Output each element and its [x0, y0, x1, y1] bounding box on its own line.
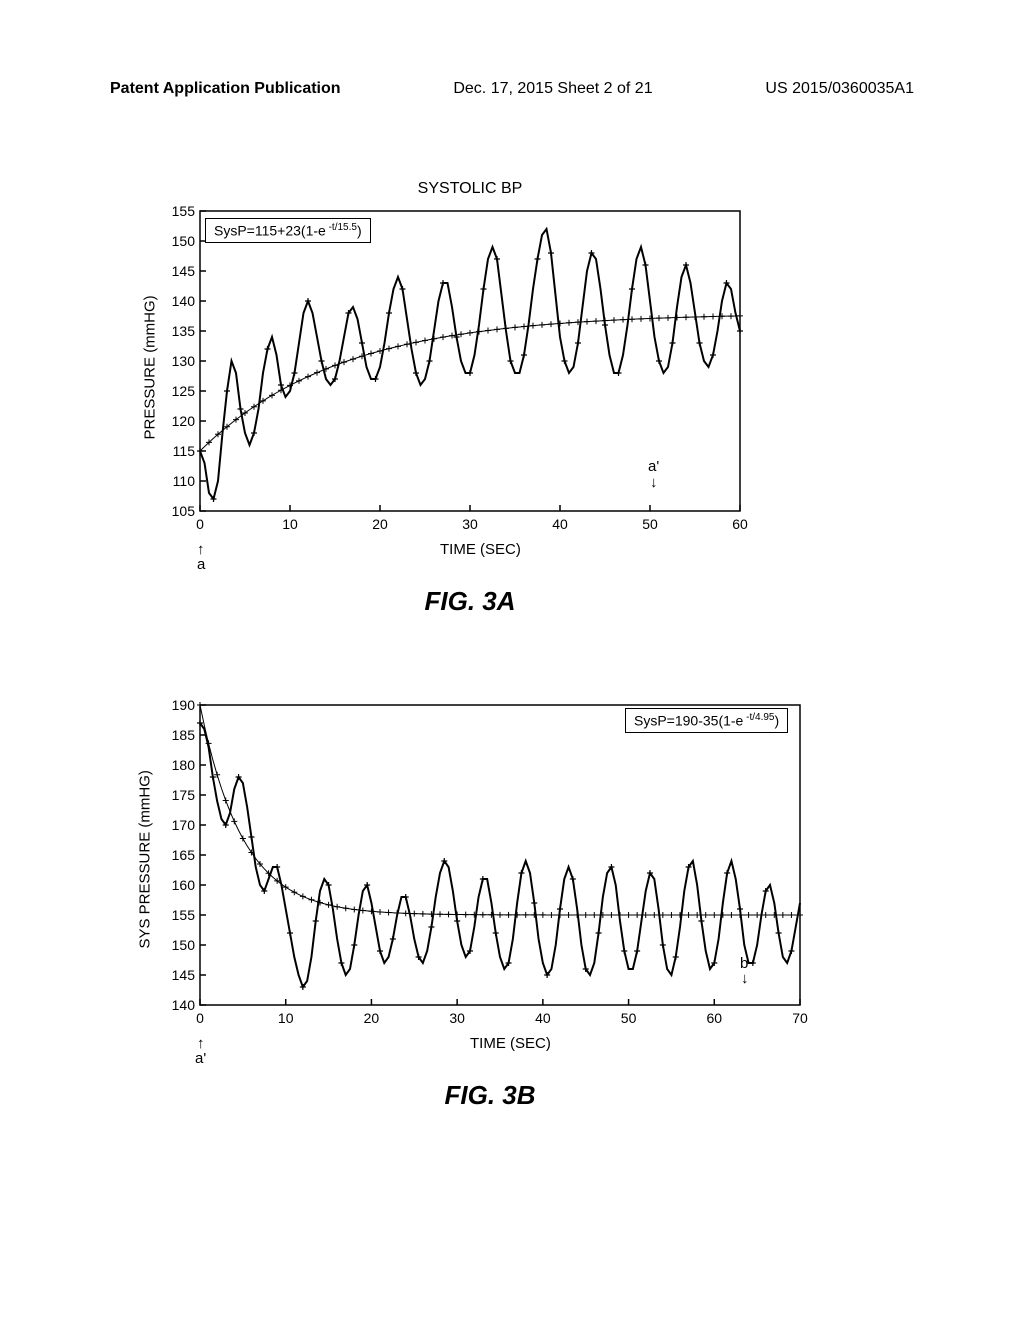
svg-text:130: 130: [172, 353, 196, 369]
svg-text:135: 135: [172, 323, 196, 339]
annotation-a-prime-arrow: ↓: [650, 474, 658, 491]
svg-text:170: 170: [172, 817, 196, 833]
svg-text:160: 160: [172, 877, 196, 893]
svg-text:70: 70: [792, 1010, 808, 1026]
svg-text:155: 155: [172, 206, 196, 219]
chart-b-svg: 140 145 150 155 160 165 170 175 180 185 190 0 10 20 30…: [130, 700, 850, 1060]
svg-text:120: 120: [172, 413, 196, 429]
fig-3b-label: FIG. 3B: [190, 1080, 790, 1111]
svg-text:30: 30: [449, 1010, 465, 1026]
chart-b-ylabel: SYS PRESSURE (mmHG): [137, 769, 154, 949]
annotation-b-aprime: a': [195, 1050, 206, 1067]
chart-a-svg: 105 110 115 120 125 130 135 140 145 150 155 0 10 20 30…: [130, 206, 780, 566]
svg-text:20: 20: [372, 516, 388, 532]
svg-text:115: 115: [173, 443, 196, 459]
svg-text:50: 50: [621, 1010, 637, 1026]
svg-text:140: 140: [172, 293, 196, 309]
svg-text:145: 145: [172, 263, 196, 279]
svg-text:180: 180: [172, 757, 196, 773]
svg-text:145: 145: [172, 967, 196, 983]
svg-text:140: 140: [172, 997, 196, 1013]
svg-text:60: 60: [732, 516, 748, 532]
annotation-a: a: [197, 556, 205, 573]
chart-a-xlabel: TIME (SEC): [440, 541, 521, 558]
svg-text:175: 175: [172, 787, 196, 803]
chart-a-ylabel: PRESSURE (mmHG): [142, 290, 159, 440]
figure-3a: SYSTOLIC BP 1051101151201251301351401451…: [130, 180, 780, 617]
patent-header: Patent Application Publication Dec. 17, …: [0, 80, 1024, 98]
chart-b-equation: SysP=190-35(1-e -t/4.95): [625, 708, 788, 733]
svg-text:30: 30: [462, 516, 478, 532]
svg-text:150: 150: [172, 937, 196, 953]
svg-text:20: 20: [364, 1010, 380, 1026]
svg-text:10: 10: [282, 516, 298, 532]
svg-text:40: 40: [535, 1010, 551, 1026]
svg-text:105: 105: [172, 503, 196, 519]
svg-text:50: 50: [642, 516, 658, 532]
annotation-b-arrow: ↓: [741, 970, 749, 987]
annotation-a-prime: a': [648, 458, 659, 475]
svg-text:185: 185: [172, 727, 196, 743]
header-left: Patent Application Publication: [110, 80, 341, 98]
svg-text:110: 110: [173, 473, 196, 489]
figure-3b: 140 145 150 155 160 165 170 175 180 185 190 0 10 20 30…: [130, 700, 850, 1111]
svg-text:190: 190: [172, 700, 196, 713]
chart-a-equation: SysP=115+23(1-e -t/15.5): [205, 218, 371, 243]
header-center: Dec. 17, 2015 Sheet 2 of 21: [453, 80, 652, 98]
fig-3a-label: FIG. 3A: [200, 586, 740, 617]
svg-text:0: 0: [196, 516, 204, 532]
svg-text:165: 165: [172, 847, 196, 863]
chart-b-xlabel: TIME (SEC): [470, 1035, 551, 1052]
svg-text:10: 10: [278, 1010, 294, 1026]
svg-text:155: 155: [172, 907, 196, 923]
svg-text:0: 0: [196, 1010, 204, 1026]
chart-a-title: SYSTOLIC BP: [200, 180, 740, 198]
svg-text:40: 40: [552, 516, 568, 532]
svg-text:125: 125: [172, 383, 196, 399]
svg-text:150: 150: [172, 233, 196, 249]
header-right: US 2015/0360035A1: [765, 80, 914, 98]
svg-text:60: 60: [706, 1010, 722, 1026]
